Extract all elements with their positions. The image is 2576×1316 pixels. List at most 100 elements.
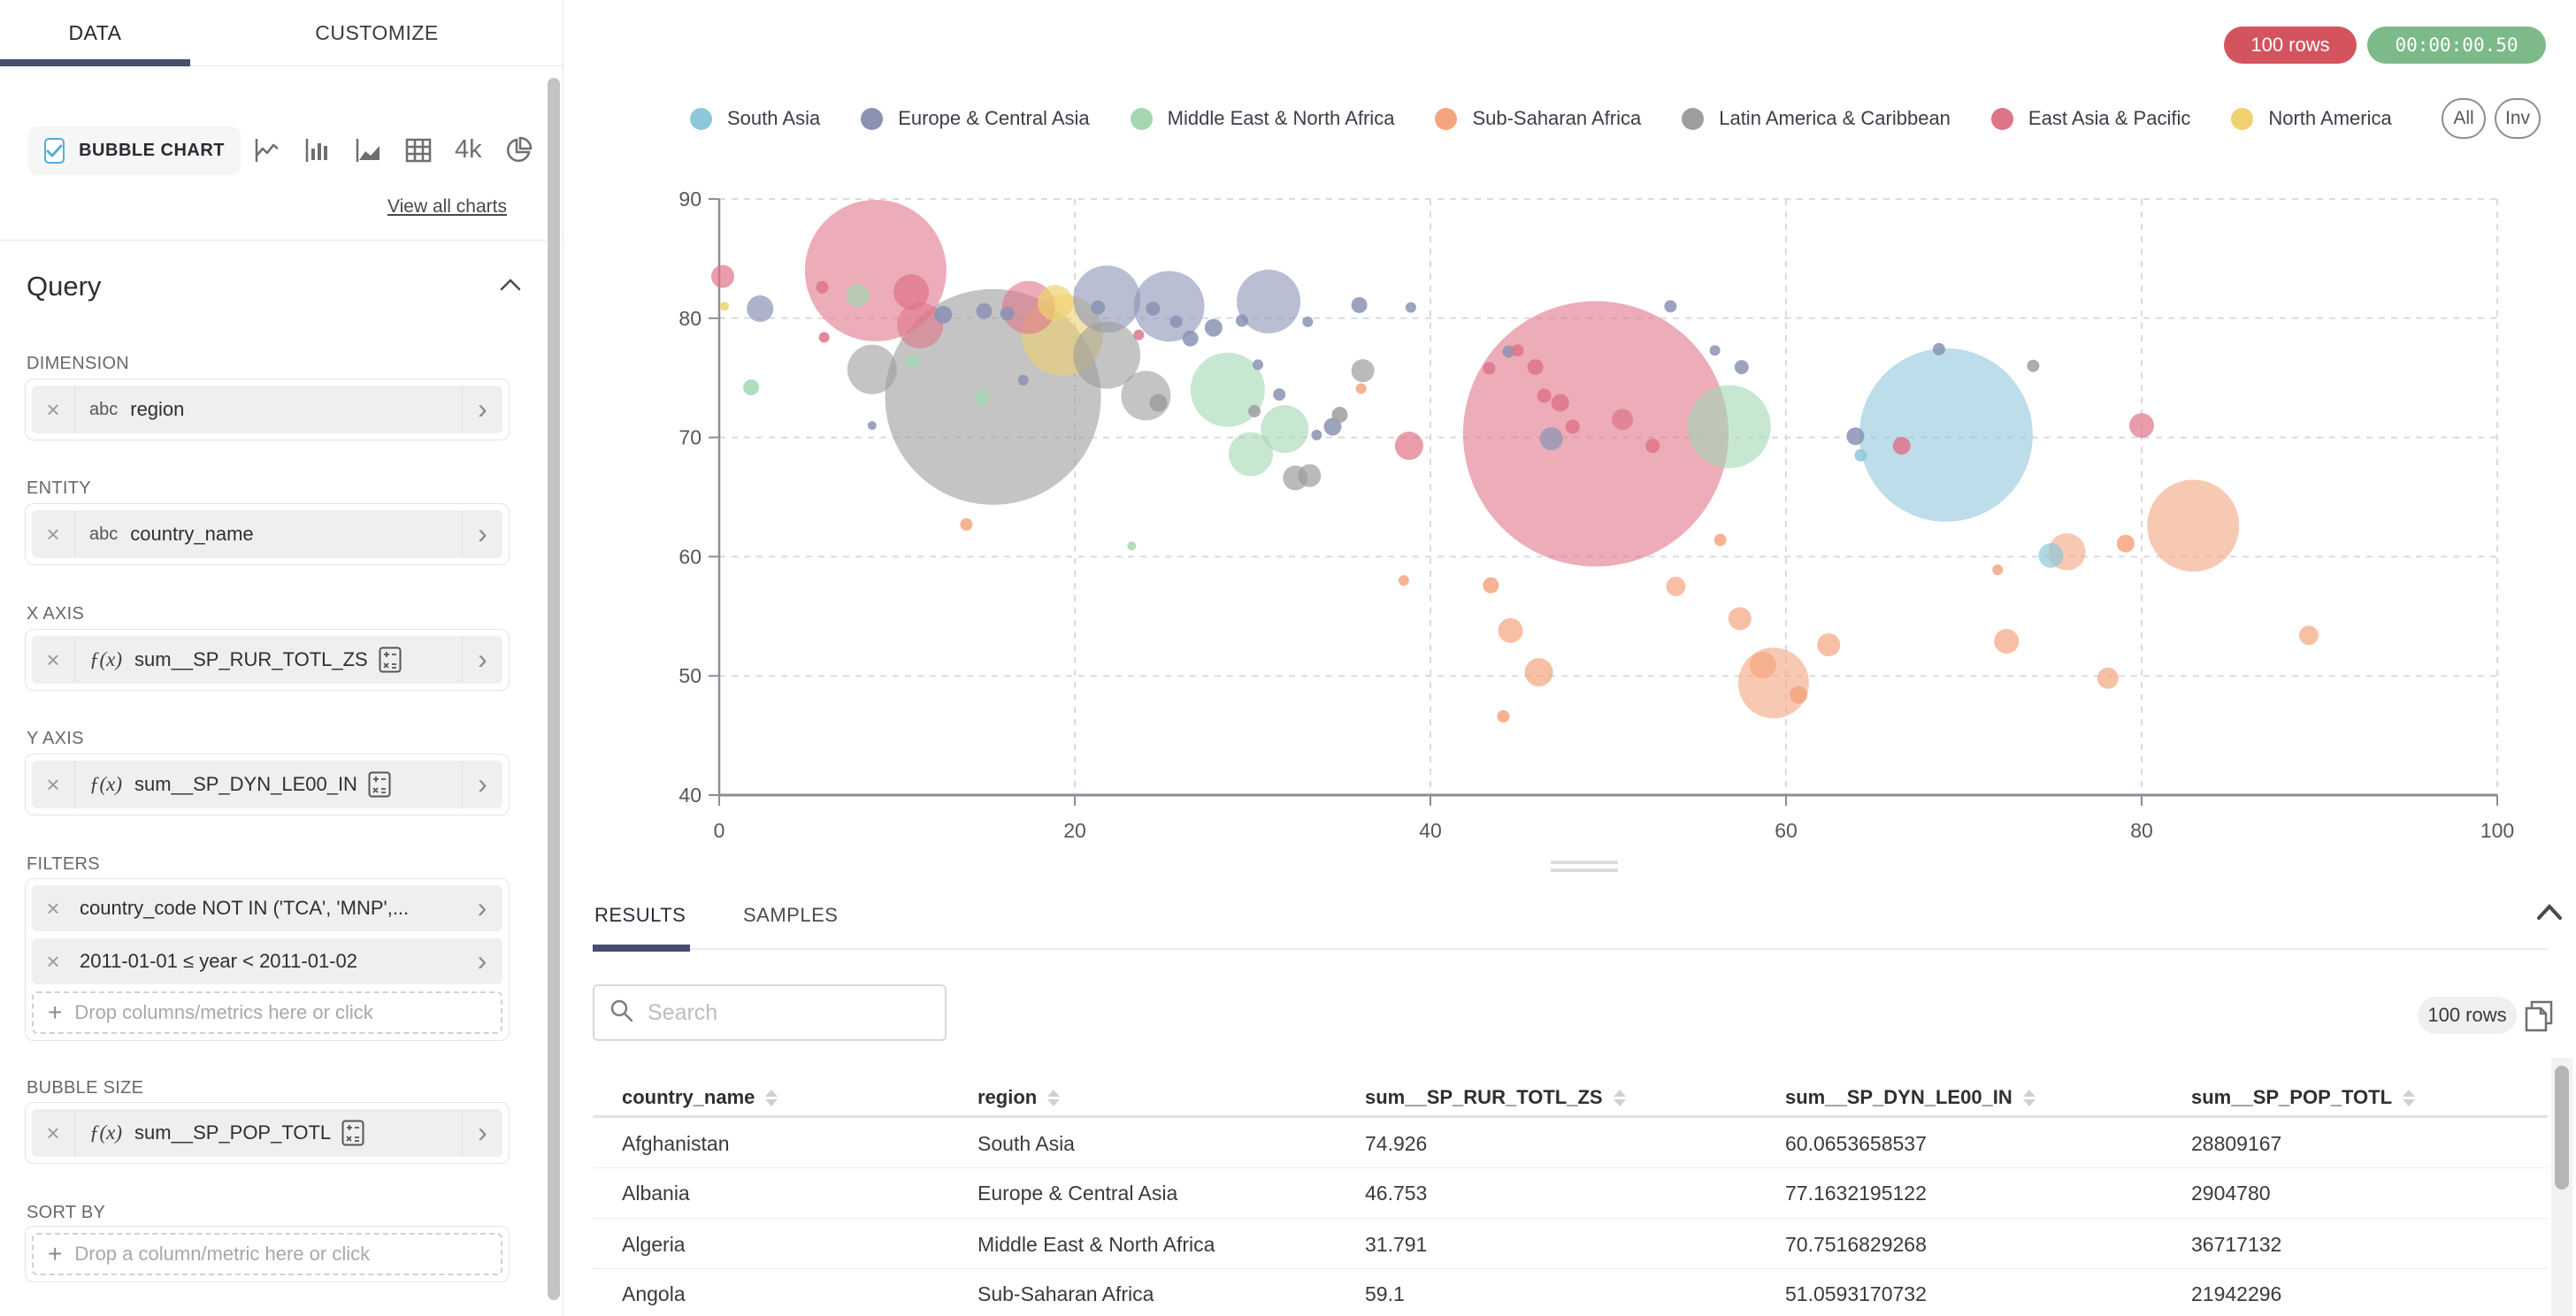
table-cell: 36717132 (2191, 1233, 2282, 1256)
plus-icon: + (48, 998, 63, 1026)
column-header-dyn-le00[interactable]: sum__SP_DYN_LE00_IN (1785, 1086, 2036, 1109)
row-divider (593, 1218, 2548, 1219)
sort-by-drop-zone[interactable]: + Drop a column/metric here or click (32, 1233, 502, 1275)
legend-item-east-asia-pacific[interactable]: East Asia & Pacific (1990, 107, 2190, 130)
legend-dot (1990, 107, 2013, 130)
table-cell: 28809167 (2191, 1132, 2282, 1155)
query-timer-badge: 00:00:00.50 (2367, 27, 2546, 64)
collapse-results-icon[interactable] (2534, 900, 2565, 927)
table-cell: 2904780 (2191, 1182, 2271, 1205)
svg-text:50: 50 (678, 664, 702, 687)
y-axis-pill[interactable]: × ƒ(x) sum__SP_DYN_LE00_IN › (32, 761, 502, 808)
legend-dot (690, 107, 712, 130)
tab-data[interactable]: DATA (68, 20, 122, 44)
entity-label: ENTITY (27, 478, 91, 498)
results-tabs-divider (593, 948, 2548, 950)
svg-text:40: 40 (1419, 819, 1442, 842)
control-panel-sidebar: DATA CUSTOMIZE BUBBLE CHART (0, 0, 564, 1316)
remove-icon[interactable]: × (46, 947, 60, 975)
column-header-region[interactable]: region (978, 1086, 1061, 1109)
search-input[interactable] (648, 999, 913, 1026)
row-divider (593, 1268, 2548, 1269)
bubble-size-label: BUBBLE SIZE (27, 1078, 144, 1098)
filter-pill-year[interactable]: × 2011-01-01 ≤ year < 2011-01-02 › (32, 938, 502, 984)
area-chart-icon[interactable] (354, 136, 382, 164)
legend-dot (2231, 107, 2254, 130)
column-header-country-name[interactable]: country_name (622, 1086, 778, 1109)
table-cell: Middle East & North Africa (978, 1233, 1215, 1256)
chevron-right-icon[interactable]: › (462, 386, 502, 433)
sort-by-field: + Drop a column/metric here or click (25, 1226, 510, 1282)
chevron-right-icon[interactable]: › (462, 636, 502, 684)
remove-icon[interactable]: × (46, 894, 60, 922)
sidebar-scrollbar[interactable] (548, 78, 560, 1300)
entity-pill[interactable]: × abc country_name › (32, 510, 502, 558)
plus-icon: + (48, 1240, 63, 1267)
copy-icon[interactable] (2523, 999, 2555, 1033)
y-axis-field: × ƒ(x) sum__SP_DYN_LE00_IN › (25, 754, 510, 815)
svg-text:60: 60 (1775, 819, 1798, 842)
legend-invert-button[interactable]: Inv (2494, 98, 2541, 139)
pie-chart-icon[interactable] (504, 136, 533, 164)
filters-field: × country_code NOT IN ('TCA', 'MNP',... … (25, 878, 510, 1041)
table-cell: Afghanistan (622, 1132, 730, 1155)
legend-item-europe-central-asia[interactable]: Europe & Central Asia (861, 107, 1090, 130)
legend-item-south-asia[interactable]: South Asia (690, 107, 820, 130)
column-header-rur-totl[interactable]: sum__SP_RUR_TOTL_ZS (1365, 1086, 1626, 1109)
legend-item-north-america[interactable]: North America (2231, 107, 2392, 130)
row-count-badge: 100 rows (2224, 27, 2357, 64)
table-cell: 51.0593170732 (1785, 1282, 1927, 1305)
chevron-right-icon[interactable]: › (477, 945, 487, 976)
dimension-pill[interactable]: × abc region › (32, 386, 502, 433)
sort-icon[interactable] (765, 1089, 778, 1106)
remove-icon[interactable]: × (46, 646, 60, 673)
results-search (593, 984, 947, 1041)
table-cell: 59.1 (1365, 1282, 1405, 1305)
chevron-right-icon[interactable]: › (477, 891, 487, 923)
filter-pill-country-code[interactable]: × country_code NOT IN ('TCA', 'MNP',... … (32, 885, 502, 931)
results-row-count-badge: 100 rows (2418, 997, 2517, 1034)
remove-icon[interactable]: × (46, 770, 60, 798)
bar-chart-icon[interactable] (303, 136, 332, 164)
dimension-label: DIMENSION (27, 354, 130, 373)
sort-icon[interactable] (2403, 1089, 2416, 1106)
remove-icon[interactable]: × (46, 520, 60, 547)
sort-icon[interactable] (2022, 1089, 2036, 1106)
bubble-size-field: × ƒ(x) sum__SP_POP_TOTL › (25, 1102, 510, 1164)
remove-icon[interactable]: × (46, 395, 60, 423)
chevron-right-icon[interactable]: › (462, 510, 502, 558)
line-chart-icon[interactable] (253, 136, 281, 164)
sort-icon[interactable] (1613, 1089, 1626, 1106)
legend-dot (1435, 107, 1458, 130)
tab-customize[interactable]: CUSTOMIZE (315, 20, 439, 44)
remove-icon[interactable]: × (46, 1119, 60, 1146)
metric-fx-icon: ƒ(x) (89, 648, 123, 670)
tab-results[interactable]: RESULTS (594, 904, 686, 926)
sort-icon[interactable] (1047, 1089, 1061, 1106)
x-axis-field: × ƒ(x) sum__SP_RUR_TOTL_ZS › (25, 629, 510, 691)
selected-chart-type[interactable]: BUBBLE CHART (28, 126, 241, 175)
column-header-pop-totl[interactable]: sum__SP_POP_TOTL (2191, 1086, 2416, 1109)
chevron-right-icon[interactable]: › (462, 761, 502, 808)
svg-text:20: 20 (1063, 819, 1086, 842)
row-divider (593, 1167, 2548, 1168)
big-number-chart-icon[interactable]: 4k (455, 135, 482, 164)
filters-drop-zone[interactable]: + Drop columns/metrics here or click (32, 991, 502, 1034)
panel-resize-handle[interactable] (1551, 861, 1618, 876)
bubble-chart[interactable]: 0 20 40 60 80 100 40 50 60 70 80 90 (564, 133, 2576, 867)
view-all-charts-link[interactable]: View all charts (387, 196, 507, 217)
bubble-size-pill[interactable]: × ƒ(x) sum__SP_POP_TOTL › (32, 1109, 502, 1157)
legend-item-middle-east-north-africa[interactable]: Middle East & North Africa (1130, 107, 1394, 130)
metric-fx-icon: ƒ(x) (89, 773, 123, 795)
legend-item-latin-america-caribbean[interactable]: Latin America & Caribbean (1682, 107, 1951, 130)
legend-item-sub-saharan-africa[interactable]: Sub-Saharan Africa (1435, 107, 1641, 130)
tab-samples[interactable]: SAMPLES (743, 904, 839, 926)
collapse-query-icon[interactable] (499, 278, 522, 296)
chart-type-row: BUBBLE CHART 4k (0, 126, 564, 175)
x-axis-pill[interactable]: × ƒ(x) sum__SP_RUR_TOTL_ZS › (32, 636, 502, 684)
table-chart-icon[interactable] (404, 136, 433, 164)
table-scrollbar-thumb[interactable] (2555, 1066, 2569, 1190)
legend-select-all-button[interactable]: All (2441, 98, 2486, 139)
active-results-tab-indicator (593, 945, 690, 952)
chevron-right-icon[interactable]: › (462, 1109, 502, 1157)
